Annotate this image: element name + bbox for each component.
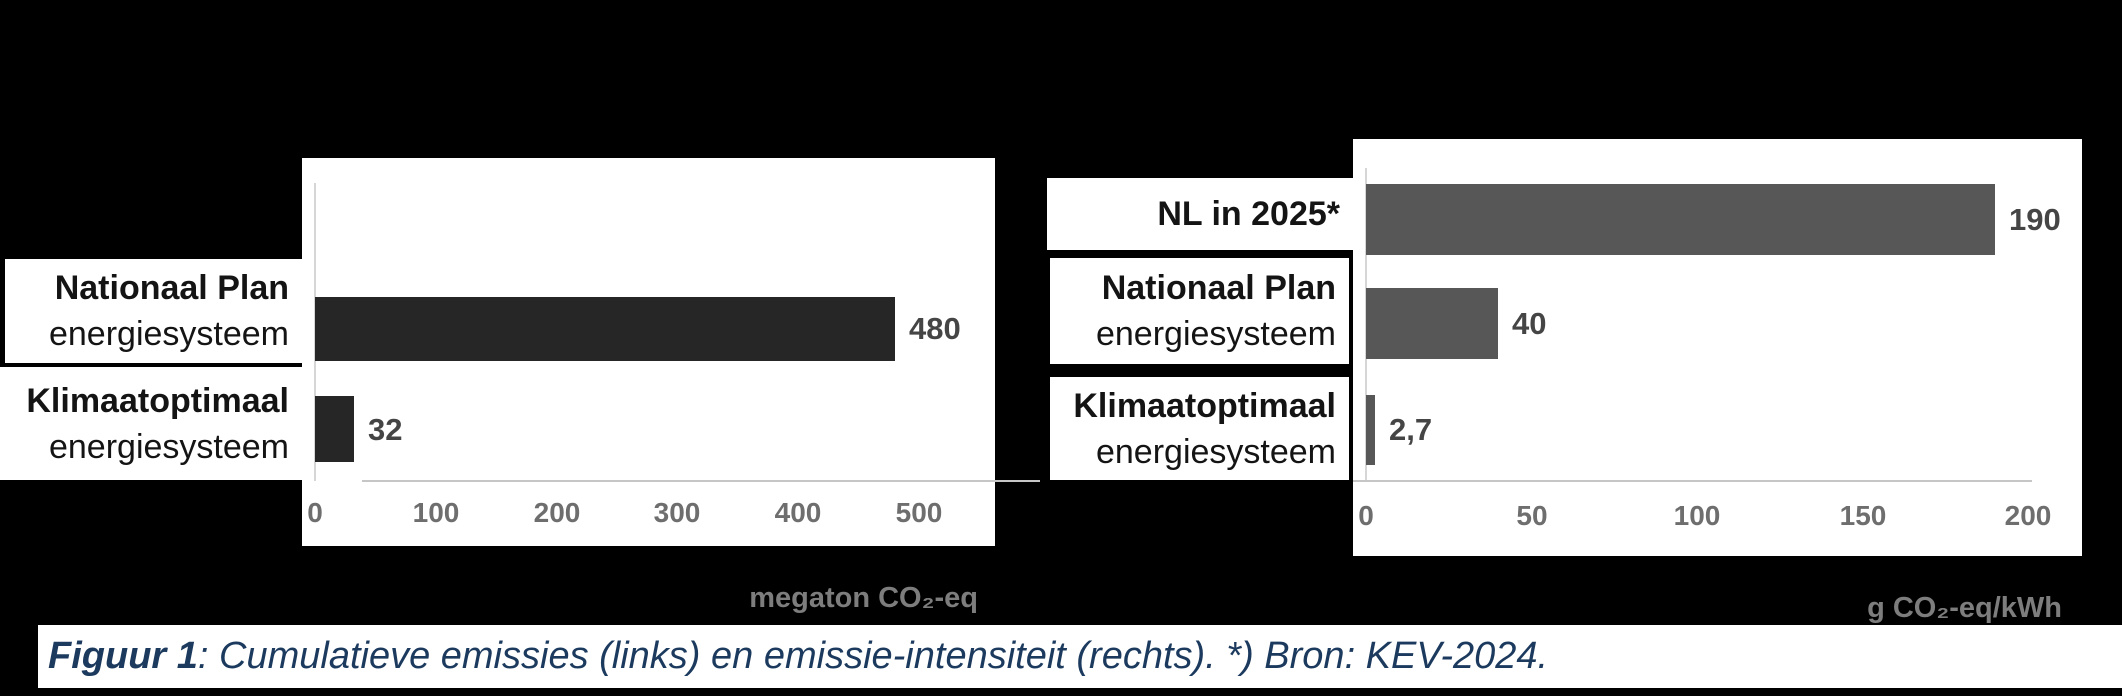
x-axis-line bbox=[1340, 480, 2032, 482]
x-axis-tick-label: 200 bbox=[533, 497, 581, 528]
row-label-line: energiesysteem bbox=[48, 315, 289, 353]
row-label-line: Klimaatoptimaal bbox=[26, 381, 289, 420]
bar-nationaal-plan bbox=[1366, 288, 1498, 359]
x-axis-tick-label: 0 bbox=[1358, 500, 1374, 531]
bar-nationaal-plan bbox=[315, 297, 895, 361]
bar-value-label: 32 bbox=[368, 412, 403, 447]
x-axis-tick-label: 100 bbox=[412, 497, 460, 528]
figure-caption-bar: Figuur 1: Cumulatieve emissies (links) e… bbox=[38, 625, 2122, 688]
row-label-line: Nationaal Plan bbox=[1101, 269, 1336, 307]
bar-value-label: 190 bbox=[2009, 202, 2061, 237]
x-axis-line bbox=[362, 480, 1040, 482]
row-label-box: Klimaatoptimaal energiesysteem bbox=[1046, 373, 1353, 484]
bar-nl-2025 bbox=[1366, 184, 1995, 255]
row-label-box: Klimaatoptimaal energiesysteem bbox=[0, 367, 302, 480]
row-label-line: energiesysteem bbox=[1095, 315, 1336, 353]
x-axis-tick-label: 500 bbox=[895, 497, 943, 528]
figure-caption: Figuur 1: Cumulatieve emissies (links) e… bbox=[48, 635, 1548, 678]
x-axis-tick-label: 100 bbox=[1673, 500, 1721, 531]
row-label-box: Nationaal Plan energiesysteem bbox=[5, 259, 302, 363]
bar-value-label: 2,7 bbox=[1389, 412, 1433, 447]
bar-klimaatoptimaal bbox=[1366, 395, 1375, 465]
x-axis-tick-label: 0 bbox=[307, 497, 323, 528]
row-label-line: NL in 2025* bbox=[1157, 195, 1340, 233]
row-label-box: NL in 2025* bbox=[1047, 178, 1353, 250]
x-axis-tick-label: 50 bbox=[1516, 500, 1548, 531]
caption-figure-number: Figuur 1 bbox=[48, 635, 198, 677]
x-axis-unit-label: g CO₂-eq/kWh bbox=[1867, 592, 2062, 624]
row-label-line: Klimaatoptimaal bbox=[1073, 386, 1336, 425]
row-label-line: energiesysteem bbox=[48, 427, 289, 466]
bar-value-label: 40 bbox=[1512, 306, 1547, 341]
x-axis-tick-label: 150 bbox=[1839, 500, 1887, 531]
x-axis-tick-label: 400 bbox=[774, 497, 822, 528]
caption-text: : Cumulatieve emissies (links) en emissi… bbox=[197, 635, 1549, 677]
x-axis-tick-label: 300 bbox=[653, 497, 701, 528]
x-axis-tick-label: 200 bbox=[2004, 500, 2052, 531]
x-axis-unit-label: megaton CO₂-eq bbox=[749, 582, 978, 614]
row-label-box: Nationaal Plan energiesysteem bbox=[1046, 254, 1353, 368]
bar-klimaatoptimaal bbox=[315, 396, 354, 462]
row-label-line: energiesysteem bbox=[1095, 432, 1336, 471]
bar-value-label: 480 bbox=[909, 311, 961, 346]
row-label-line: Nationaal Plan bbox=[54, 269, 289, 307]
